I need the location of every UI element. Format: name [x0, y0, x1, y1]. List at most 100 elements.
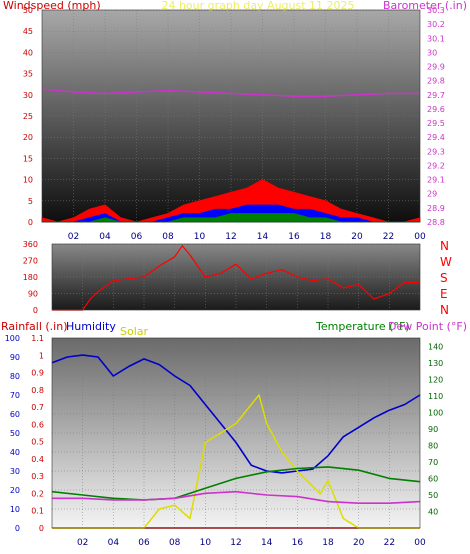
x-tick-label: 08: [169, 538, 181, 548]
humidity-tick-label: 90: [10, 353, 20, 362]
windspeed-tick-label: 5: [28, 197, 33, 206]
barometer-tick-label: 29.6: [427, 105, 445, 114]
dewpoint-label: Dew Point (°F): [388, 320, 467, 333]
x-tick-label: 12: [225, 232, 236, 242]
barometer-tick-label: 30.3: [427, 6, 445, 15]
temperature-tick-label: 80: [428, 441, 438, 450]
rainfall-tick-label: 0.3: [31, 472, 44, 481]
rainfall-tick-label: 0.1: [31, 507, 44, 516]
direction-tick-label: 180: [23, 273, 38, 282]
solar-line: [52, 394, 420, 529]
rainfall-tick-label: 0.7: [31, 403, 44, 412]
compass-label-east: E: [440, 287, 448, 301]
x-tick-label: 02: [77, 538, 88, 548]
rainfall-tick-label: 0.4: [31, 455, 44, 464]
direction-tick-label: 270: [23, 257, 38, 266]
barometer-tick-label: 30: [427, 48, 437, 57]
barometer-line: [41, 88, 420, 97]
wind-series-gust: [41, 179, 421, 223]
x-tick-label: 16: [288, 232, 300, 242]
windspeed-tick-label: 25: [23, 112, 33, 121]
barometer-tick-label: 29.7: [427, 91, 445, 100]
rainfall-tick-label: 0.9: [31, 369, 44, 378]
windspeed-tick-label: 45: [23, 27, 33, 36]
x-tick-label: 02: [68, 232, 79, 242]
panel-border: [51, 337, 421, 529]
compass-label-north-bottom: N: [440, 303, 449, 317]
barometer-tick-label: 30.1: [427, 34, 445, 43]
barometer-tick-label: 28.9: [427, 204, 445, 213]
x-tick-label: 06: [138, 538, 150, 548]
x-tick-label: 14: [257, 232, 269, 242]
compass-label-north: N: [440, 239, 449, 253]
rainfall-tick-label: 1: [39, 351, 44, 360]
barometer-tick-label: 29.1: [427, 176, 445, 185]
direction-panel-ticks: 0 90 180 270 360: [23, 240, 38, 315]
x-tick-label: 04: [99, 232, 111, 242]
windspeed-tick-label: 15: [23, 154, 33, 163]
direction-panel-series: [52, 245, 420, 311]
temperature-tick-label: 130: [428, 359, 443, 368]
humidity-tick-label: 100: [5, 334, 20, 343]
x-tick-label: 00: [414, 538, 426, 548]
wind-panel-series: [41, 88, 421, 223]
rainfall-tick-label: 1.1: [31, 334, 44, 343]
rainfall-tick-label: 0.2: [31, 489, 44, 498]
solar-label: Solar: [120, 325, 149, 338]
temp-panel-ticks: 0 10 20 30 40 50 60 70 80 90 100 0 0.1 0.2 0.3 0.4 0.5 0.…: [5, 334, 444, 533]
wind-panel-ticks: 0 5 10 15 20 25 30 35 40 45 50 28.8 28.9 29 29.1 29.2 29…: [23, 6, 445, 227]
humidity-tick-label: 0: [15, 524, 20, 533]
temperature-tick-label: 120: [428, 375, 443, 384]
x-tick-label: 22: [384, 538, 395, 548]
dewpoint-line: [52, 490, 421, 505]
humidity-tick-label: 80: [10, 372, 20, 381]
direction-tick-label: 90: [28, 290, 38, 299]
windspeed-tick-label: 40: [23, 48, 33, 57]
barometer-tick-label: 29: [427, 190, 437, 199]
barometer-tick-label: 29.8: [427, 77, 445, 86]
temperature-tick-label: 140: [428, 342, 443, 351]
barometer-tick-label: 29.3: [427, 147, 445, 156]
x-axis-ticks: 02 02 04 04 06 06 08 08 10 10 12 12 14 14 16 16 18 18 20 20…: [68, 232, 426, 548]
x-tick-label: 18: [322, 538, 334, 548]
humidity-tick-label: 30: [10, 467, 20, 476]
humidity-tick-label: 70: [10, 391, 20, 400]
windspeed-title: Windspeed (mph): [3, 0, 101, 12]
x-tick-label: 06: [131, 232, 143, 242]
rainfall-tick-label: 0.8: [31, 386, 44, 395]
temperature-tick-label: 50: [428, 491, 438, 500]
barometer-tick-label: 29.2: [427, 161, 445, 170]
x-tick-label: 08: [162, 232, 174, 242]
humidity-label: Humidity: [66, 320, 116, 333]
windspeed-tick-label: 35: [23, 70, 33, 79]
x-tick-label: 04: [108, 538, 120, 548]
temperature-tick-label: 40: [428, 507, 438, 516]
barometer-tick-label: 30.2: [427, 20, 445, 29]
barometer-title: Barometer (.in): [383, 0, 467, 12]
panel-border: [41, 9, 421, 223]
rainfall-tick-label: 0: [39, 524, 44, 533]
barometer-tick-label: 29.4: [427, 133, 445, 142]
x-tick-label: 16: [292, 538, 304, 548]
wind-direction-line: [52, 245, 420, 311]
barometer-tick-label: 29.9: [427, 63, 445, 72]
temperature-tick-label: 90: [428, 425, 438, 434]
temperature-line: [51, 466, 421, 501]
x-tick-label: 14: [261, 538, 273, 548]
x-tick-label: 20: [353, 538, 365, 548]
x-tick-label: 10: [194, 232, 206, 242]
rainfall-tick-label: 0.5: [31, 438, 44, 447]
humidity-tick-label: 40: [10, 448, 20, 457]
windspeed-tick-label: 50: [23, 6, 33, 15]
compass-label-west: W: [440, 255, 452, 269]
x-tick-label: 22: [383, 232, 394, 242]
direction-tick-label: 360: [23, 240, 38, 249]
windspeed-tick-label: 10: [23, 176, 33, 185]
humidity-tick-label: 50: [10, 429, 20, 438]
x-tick-label: 12: [230, 538, 241, 548]
temperature-tick-label: 100: [428, 408, 443, 417]
graph-date-title: 24 hour graph day August 11 2025: [161, 0, 354, 12]
temperature-tick-label: 110: [428, 392, 443, 401]
rainfall-tick-label: 0.6: [31, 420, 44, 429]
